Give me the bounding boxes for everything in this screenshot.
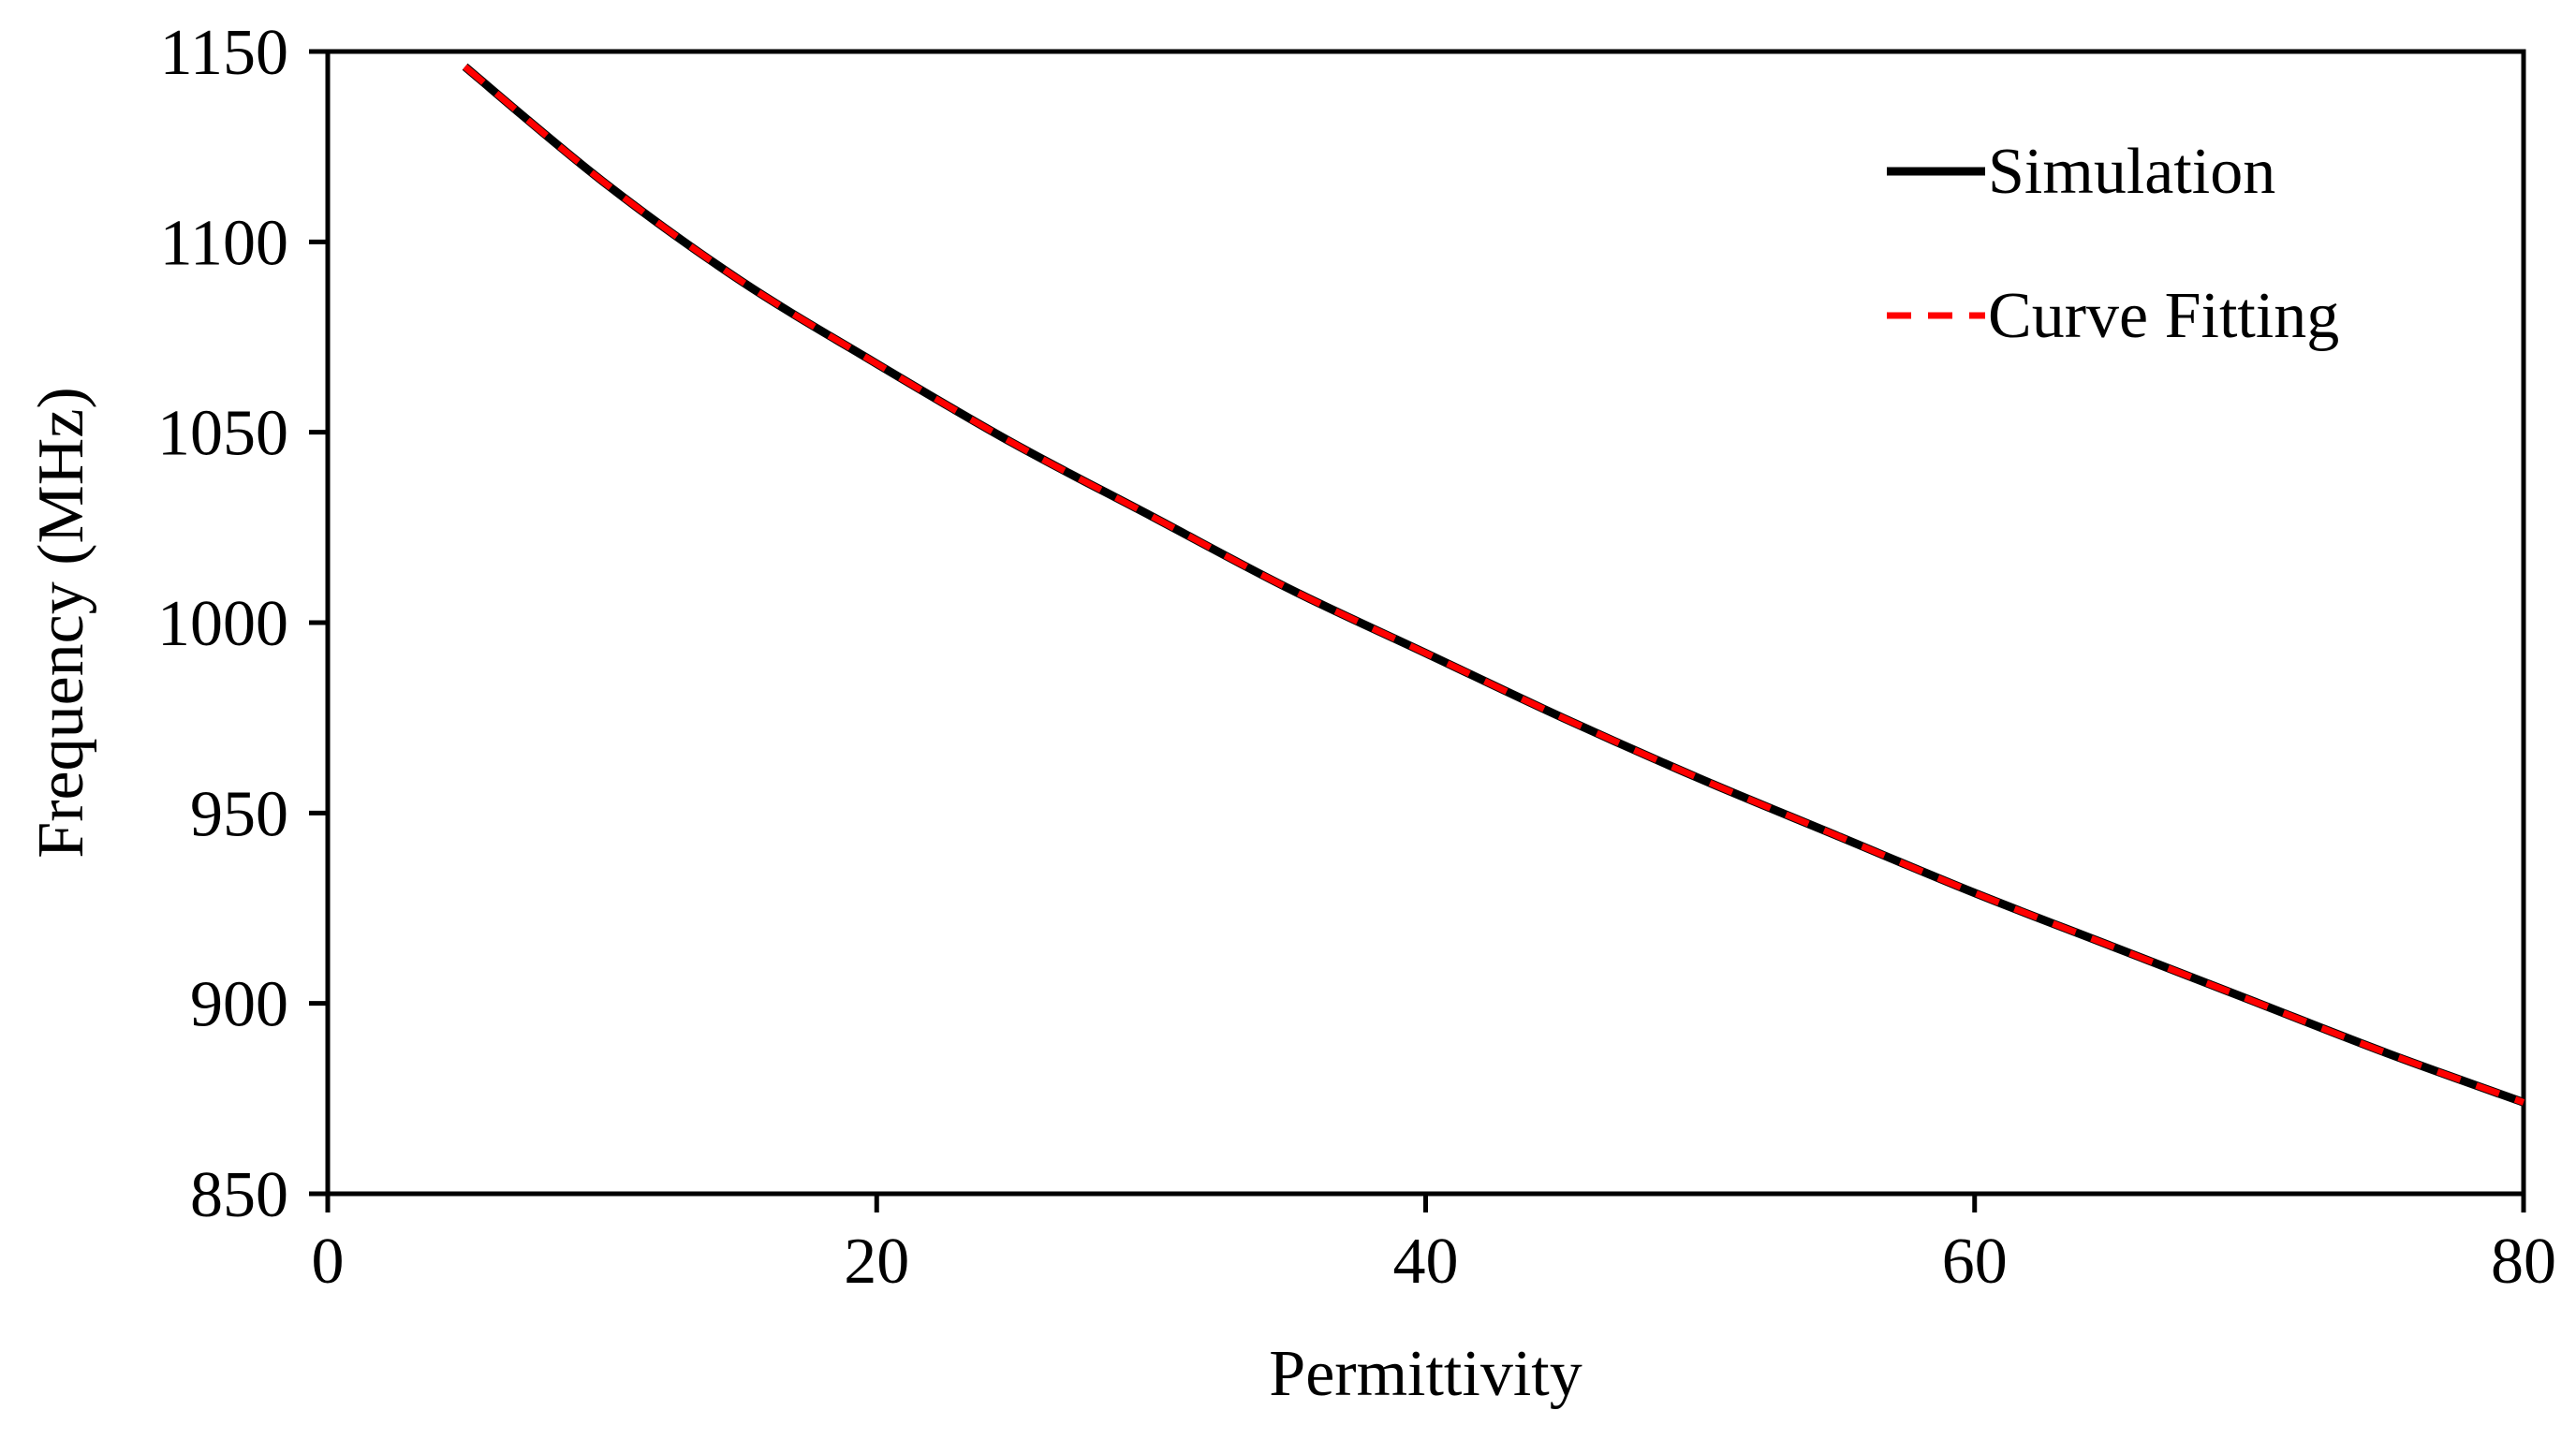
legend: Simulation Curve Fitting bbox=[1887, 136, 2339, 352]
x-tick-label: 60 bbox=[1942, 1226, 2008, 1298]
x-tick-label: 40 bbox=[1393, 1226, 1459, 1298]
y-tick-label: 950 bbox=[190, 778, 288, 850]
x-axis-title: Permittivity bbox=[1269, 1338, 1582, 1410]
y-axis: 850 900 950 1000 1050 1100 1150 bbox=[157, 17, 328, 1231]
x-axis: 0 20 40 60 80 bbox=[312, 1194, 2556, 1298]
y-tick-label: 1150 bbox=[160, 17, 288, 89]
y-tick-label: 850 bbox=[190, 1159, 288, 1231]
y-tick-label: 1000 bbox=[157, 588, 288, 660]
x-tick-label: 20 bbox=[844, 1226, 909, 1298]
y-tick-label: 1050 bbox=[157, 398, 288, 470]
y-tick-label: 1100 bbox=[160, 207, 288, 279]
series-layer bbox=[462, 63, 2525, 1107]
legend-label-0: Simulation bbox=[1988, 136, 2275, 208]
x-tick-label: 80 bbox=[2491, 1226, 2556, 1298]
y-tick-label: 900 bbox=[190, 969, 288, 1041]
x-tick-label: 0 bbox=[312, 1226, 345, 1298]
legend-label-1: Curve Fitting bbox=[1988, 280, 2339, 352]
y-axis-title: Frequency (MHz) bbox=[25, 387, 97, 858]
series-line-0 bbox=[462, 63, 2525, 1107]
series-line-1 bbox=[463, 64, 2525, 1106]
